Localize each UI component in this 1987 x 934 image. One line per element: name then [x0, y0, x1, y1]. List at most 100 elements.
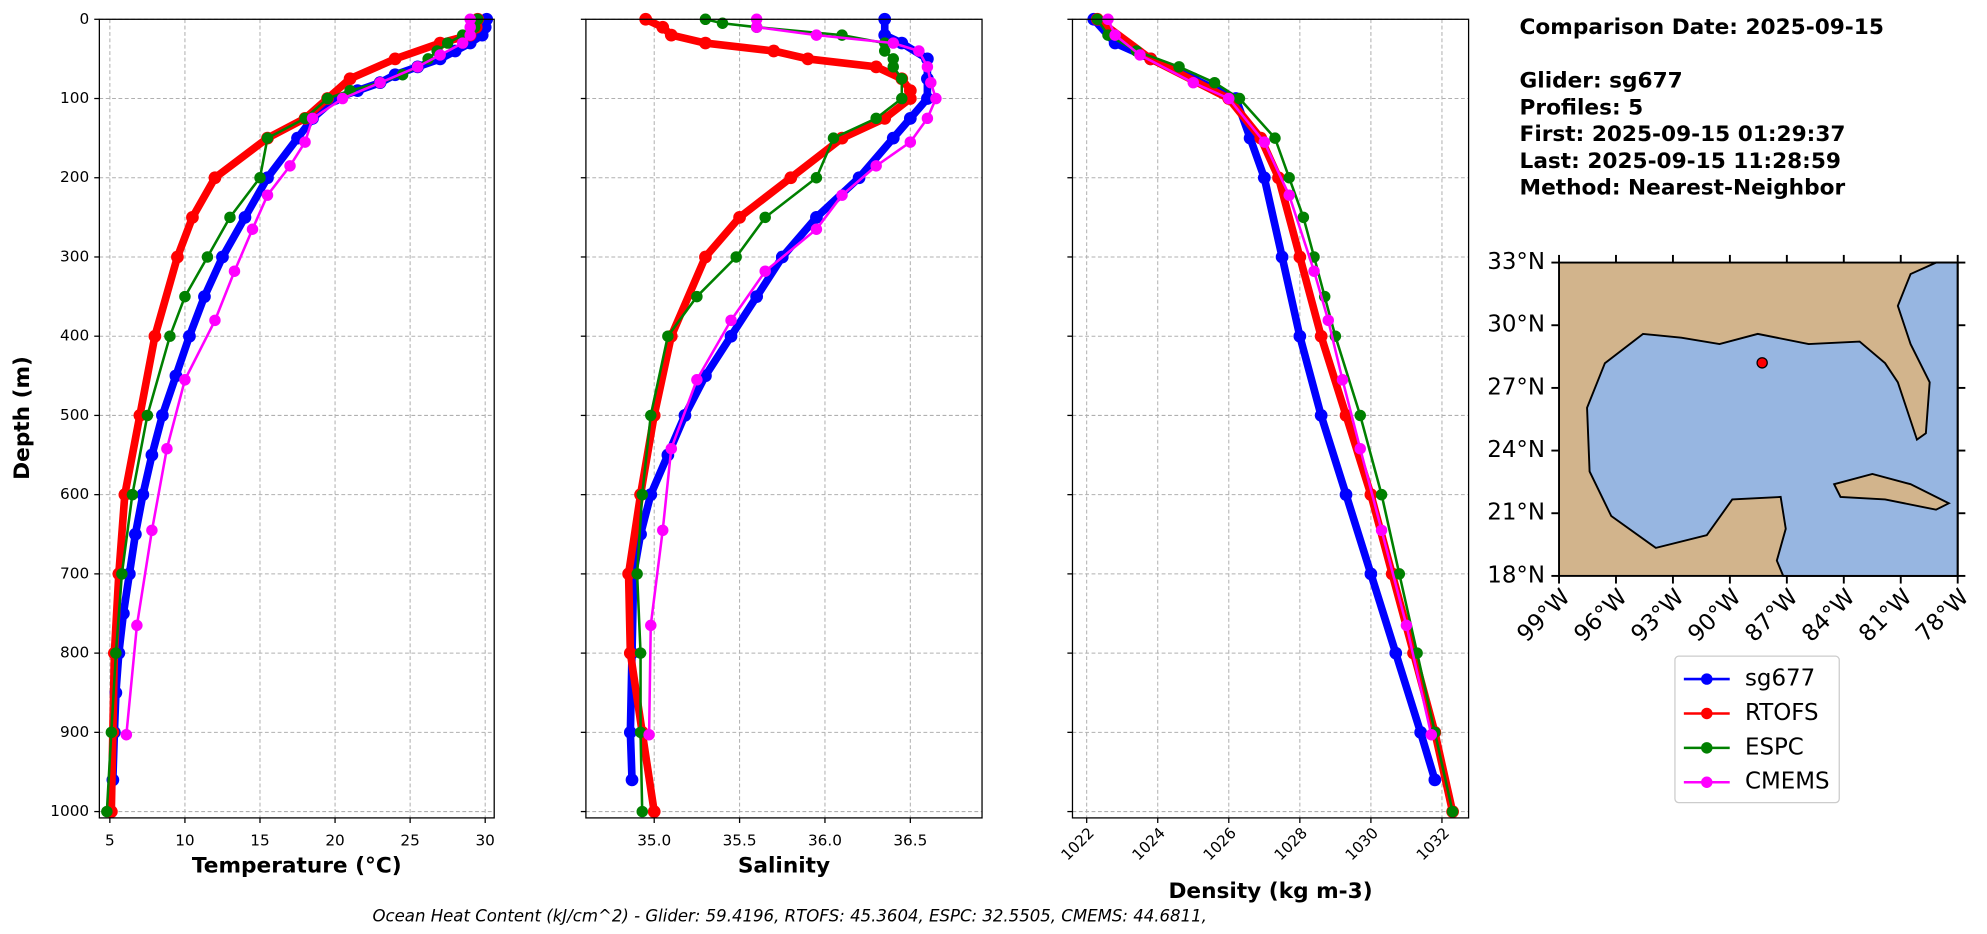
series-marker	[645, 409, 657, 422]
series-marker	[336, 92, 349, 105]
series-marker	[246, 223, 259, 235]
series-marker	[913, 45, 925, 57]
series-marker	[691, 290, 703, 303]
axes-frame	[1071, 18, 1470, 819]
info-line: Glider: sg677	[1520, 69, 1683, 94]
x-tick-label: 36.0	[808, 831, 842, 849]
map-lat-label: 27°N	[1487, 374, 1545, 400]
series-marker	[810, 210, 823, 224]
series-marker	[1187, 76, 1199, 89]
legend-marker	[1701, 742, 1713, 754]
series-marker	[1275, 250, 1289, 264]
legend-label: CMEMS	[1745, 769, 1830, 795]
x-tick-label: 20	[325, 831, 344, 849]
series-marker	[136, 488, 150, 502]
cuba	[1832, 473, 1951, 511]
series-marker	[647, 805, 661, 818]
series-marker	[903, 92, 917, 105]
series-marker	[1393, 568, 1406, 580]
series-marker	[759, 265, 771, 277]
series-marker	[767, 44, 781, 58]
series-marker	[870, 112, 882, 125]
series-marker	[645, 619, 657, 632]
series-marker	[1354, 409, 1366, 422]
series-marker	[148, 329, 162, 343]
series-marker	[120, 728, 133, 741]
legend-marker	[1701, 707, 1713, 720]
series-marker	[183, 329, 196, 343]
series-marker	[101, 805, 113, 818]
legend-label: RTOFS	[1745, 700, 1819, 726]
series-marker	[903, 111, 917, 125]
legend-label: sg677	[1745, 666, 1815, 692]
series-marker	[623, 646, 637, 660]
series-marker	[657, 524, 669, 537]
y-tick-label: 800	[60, 644, 89, 662]
series-marker	[306, 112, 319, 125]
series-marker	[129, 527, 142, 541]
footer: Ocean Heat Content (kJ/cm^2) - Glider: 5…	[373, 907, 1207, 926]
series-line	[624, 15, 915, 813]
x-tick-label: 30	[475, 831, 494, 849]
series-line	[1106, 18, 1433, 736]
series-marker	[198, 290, 211, 303]
series-marker	[411, 61, 424, 73]
series-marker	[1336, 374, 1349, 386]
axes-frame	[585, 18, 983, 819]
series-marker	[801, 52, 815, 66]
map-lat-label: 21°N	[1487, 500, 1545, 526]
series-marker	[464, 29, 476, 41]
series-marker	[836, 189, 848, 201]
y-tick-label: 500	[60, 406, 89, 424]
y-tick-label: 1000	[50, 802, 89, 820]
series-marker	[896, 72, 908, 85]
map	[1558, 261, 1959, 577]
series-marker	[644, 488, 658, 502]
series-marker	[887, 53, 899, 65]
series-marker	[254, 172, 266, 184]
series-marker	[724, 329, 738, 343]
series-line	[1096, 18, 1454, 812]
series-marker	[1375, 488, 1388, 501]
x-tick-label: 35.0	[637, 831, 671, 849]
x-tick-label: 15	[250, 831, 269, 849]
info-line: Method: Nearest-Neighbor	[1520, 176, 1846, 201]
series-marker	[750, 290, 764, 303]
x-axis-label: Density (kg m-3)	[1168, 879, 1372, 904]
series-marker	[623, 725, 637, 739]
series-marker	[921, 112, 934, 125]
series-marker	[1339, 488, 1353, 502]
series-marker	[730, 251, 742, 263]
series-marker	[464, 21, 476, 33]
series-marker	[634, 647, 647, 659]
series-marker	[284, 160, 296, 172]
series-marker	[456, 37, 469, 49]
series-marker	[209, 314, 221, 327]
series-marker	[1375, 524, 1388, 537]
series-marker	[171, 250, 184, 264]
series-marker	[1208, 76, 1221, 89]
series-marker	[146, 524, 158, 537]
series-marker	[261, 189, 274, 201]
series-marker	[699, 250, 712, 264]
series-marker	[921, 61, 934, 73]
series-marker	[131, 619, 143, 632]
series-marker	[636, 488, 648, 501]
series-marker	[1283, 172, 1295, 184]
series-marker	[656, 20, 670, 34]
legend-label: ESPC	[1745, 734, 1804, 760]
info-line: First: 2025-09-15 01:29:37	[1520, 122, 1846, 147]
series-marker	[1173, 61, 1185, 73]
glider-location	[1756, 357, 1768, 369]
y-axis-label: Depth (m)	[10, 356, 35, 480]
series-marker	[733, 210, 746, 224]
series-marker	[1233, 92, 1246, 105]
series-marker	[186, 210, 199, 224]
series-marker	[1314, 329, 1328, 343]
series-marker	[827, 132, 840, 144]
series-marker	[930, 92, 942, 105]
series-marker	[810, 223, 823, 235]
y-tick-label: 0	[79, 10, 89, 28]
series-marker	[759, 211, 771, 224]
